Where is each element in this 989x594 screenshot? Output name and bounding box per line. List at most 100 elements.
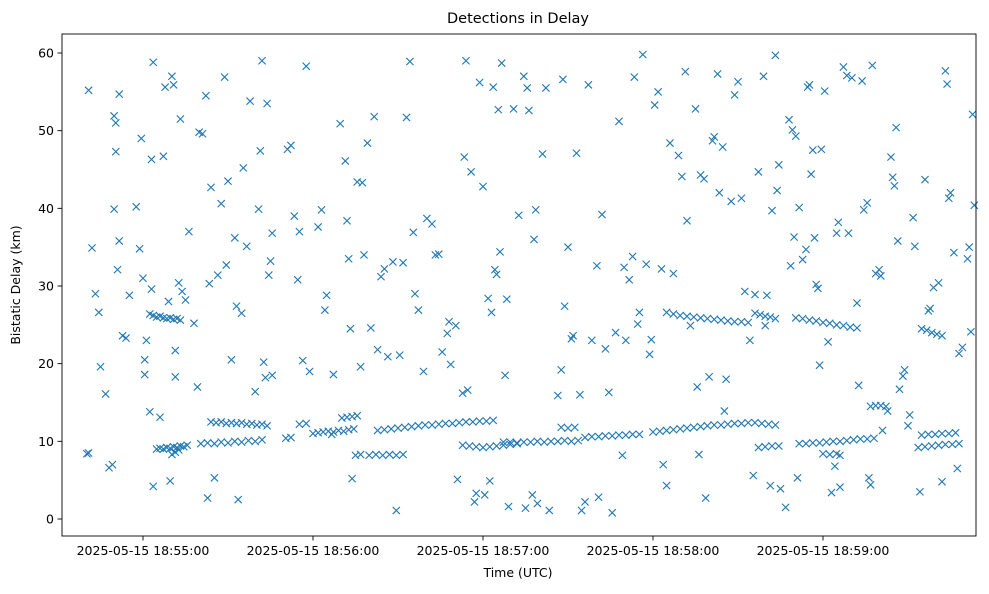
clutter-point [434, 250, 443, 259]
track-point [696, 422, 705, 431]
clutter-point [509, 104, 518, 113]
track-point [394, 424, 402, 433]
track-point [621, 431, 630, 440]
clutter-point [910, 242, 919, 251]
clutter-point [263, 99, 272, 108]
clutter-point [101, 389, 110, 398]
clutter-point [836, 483, 844, 492]
track-point [825, 450, 834, 459]
track-point [587, 432, 596, 441]
clutter-point [230, 233, 239, 242]
clutter-point [111, 147, 120, 156]
clutter-point [475, 78, 484, 87]
clutter-point [810, 233, 819, 242]
clutter-point [611, 328, 620, 337]
data-points [82, 50, 979, 517]
clutter-point [341, 156, 350, 165]
clutter-point [210, 473, 219, 482]
clutter-point [164, 297, 173, 306]
track-point [822, 438, 831, 447]
clutter-point [94, 308, 103, 317]
clutter-point [883, 407, 892, 416]
clutter-point [451, 321, 460, 330]
clutter-point [149, 482, 158, 491]
clutter-point [968, 110, 977, 119]
clutter-point [654, 87, 663, 96]
clutter-point [356, 362, 365, 371]
track-point [764, 420, 773, 429]
clutter-point [941, 66, 950, 75]
clutter-point [222, 261, 231, 270]
track-point [696, 313, 705, 322]
clutter-point [232, 302, 241, 311]
clutter-point [657, 264, 666, 273]
track-point [689, 313, 698, 322]
clutter-point [934, 278, 943, 287]
track-point [428, 421, 436, 430]
clutter-point [776, 484, 785, 493]
clutter-point [402, 113, 411, 122]
clutter-point [268, 229, 277, 238]
clutter-point [438, 348, 447, 357]
clutter-point [496, 247, 504, 256]
clutter-point [251, 387, 260, 396]
track-point [863, 435, 872, 443]
chart-title: Detections in Delay [447, 11, 589, 27]
track-point [547, 437, 555, 446]
track-point [951, 428, 960, 437]
track-point [836, 437, 844, 446]
track-point [400, 423, 409, 432]
clutter-point [921, 175, 929, 184]
clutter-point [484, 294, 493, 303]
clutter-point [587, 336, 596, 345]
clutter-point [295, 227, 304, 236]
track-point [349, 424, 358, 433]
clutter-point [159, 152, 168, 161]
track-point [421, 421, 430, 430]
track-point [560, 436, 569, 445]
track-point [757, 419, 766, 428]
clutter-point [135, 244, 144, 253]
track-point [944, 429, 953, 438]
clutter-point [504, 502, 513, 511]
track-point [825, 319, 834, 328]
clutter-point [161, 83, 170, 92]
clutter-point [830, 462, 839, 471]
clutter-point [944, 194, 953, 203]
clutter-point [761, 321, 770, 330]
track-point [836, 451, 844, 460]
y-tick-label: 40 [38, 201, 54, 216]
clutter-point [502, 295, 511, 304]
track-point [183, 441, 192, 450]
clutter-point [898, 372, 907, 381]
track-point [768, 442, 776, 450]
clutter-point [966, 327, 975, 336]
track-point [737, 317, 746, 326]
clutter-point [524, 106, 533, 115]
clutter-point [494, 105, 503, 114]
track-point [710, 315, 719, 324]
track-point [914, 443, 923, 452]
clutter-point [203, 494, 212, 503]
clutter-point [217, 199, 226, 208]
clutter-point [633, 320, 642, 329]
track-point [526, 438, 535, 447]
clutter-point [480, 490, 489, 499]
track-point [927, 328, 936, 337]
clutter-point [965, 243, 974, 252]
clutter-point [620, 263, 629, 272]
clutter-point [909, 213, 918, 222]
clutter-point [305, 367, 314, 376]
y-axis-title: Bistatic Delay (km) [8, 225, 23, 344]
clutter-point [193, 382, 202, 391]
track-point [570, 423, 579, 432]
track-point [407, 422, 416, 431]
clutter-point [970, 201, 979, 210]
track-point [540, 438, 549, 447]
clutter-point [137, 134, 146, 143]
clutter-point [762, 291, 771, 300]
clutter-point [227, 355, 236, 364]
clutter-point [674, 151, 683, 160]
track-point [744, 418, 753, 427]
track-point [917, 324, 926, 333]
